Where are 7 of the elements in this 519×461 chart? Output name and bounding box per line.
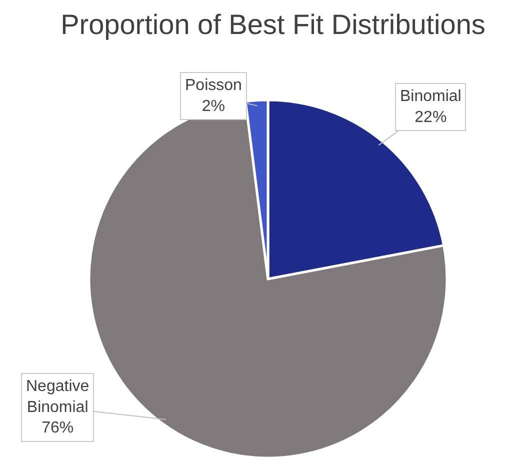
chart-title: Proportion of Best Fit Distributions [60,8,486,40]
data-label: 76% [42,420,74,437]
data-label: 22% [414,108,447,126]
slice-label: Negative Binomial [26,378,90,416]
slice-label: Binomial [400,88,462,105]
slice-label: Poisson [185,77,242,94]
data-label: 2% [202,98,226,115]
